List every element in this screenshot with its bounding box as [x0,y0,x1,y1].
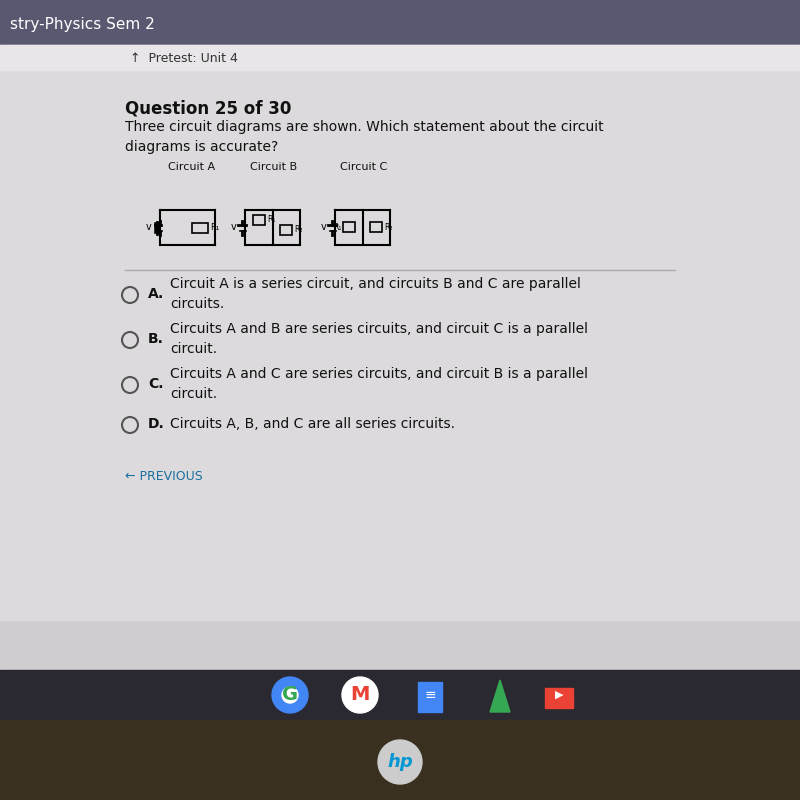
Text: v: v [231,222,237,233]
Text: ← PREVIOUS: ← PREVIOUS [125,470,202,483]
Text: hp: hp [387,753,413,771]
Text: R₁: R₁ [266,215,275,225]
Text: Question 25 of 30: Question 25 of 30 [125,100,291,118]
Text: C.: C. [148,377,163,391]
Text: stry-Physics Sem 2: stry-Physics Sem 2 [10,18,154,33]
Bar [0,45,800,70]
Circle shape [378,740,422,784]
Bar [370,222,382,232]
Circle shape [282,687,298,703]
Text: G: G [282,686,298,705]
Text: v: v [146,222,152,233]
Text: R₂: R₂ [294,226,302,234]
Text: ≡: ≡ [424,688,436,702]
Bar [545,688,573,708]
Bar [0,720,800,800]
Text: Circuit A: Circuit A [168,162,215,172]
Text: Circuits A, B, and C are all series circuits.: Circuits A, B, and C are all series circ… [170,417,455,431]
Bar [253,215,265,225]
Bar [280,225,292,235]
Bar [0,670,800,800]
Text: ▶: ▶ [554,690,563,700]
Text: v: v [321,222,326,233]
Text: Circuits A and C are series circuits, and circuit B is a parallel
circuit.: Circuits A and C are series circuits, an… [170,367,588,401]
Text: R₁: R₁ [210,223,219,232]
Text: Circuit A is a series circuit, and circuits B and C are parallel
circuits.: Circuit A is a series circuit, and circu… [170,278,581,310]
Text: Three circuit diagrams are shown. Which statement about the circuit
diagrams is : Three circuit diagrams are shown. Which … [125,120,604,154]
Text: M: M [350,686,370,705]
Bar [192,222,208,233]
Circle shape [342,677,378,713]
Text: R₁: R₁ [334,222,342,231]
Text: D.: D. [148,417,165,431]
Text: R₂: R₂ [384,222,393,231]
Bar [342,222,354,232]
Bar [418,682,442,712]
Text: B.: B. [148,332,164,346]
Text: A.: A. [148,287,164,301]
Circle shape [272,677,308,713]
Text: Circuit C: Circuit C [340,162,387,172]
Text: Circuit B: Circuit B [250,162,297,172]
Bar [0,0,800,45]
Bar [0,45,800,620]
Polygon shape [490,680,510,712]
Text: ↑  Pretest: Unit 4: ↑ Pretest: Unit 4 [130,51,238,65]
Text: Circuits A and B are series circuits, and circuit C is a parallel
circuit.: Circuits A and B are series circuits, an… [170,322,588,356]
